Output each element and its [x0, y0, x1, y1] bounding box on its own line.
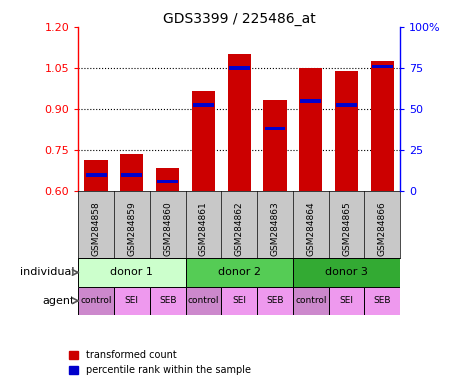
Bar [78, 286, 114, 315]
Bar [150, 286, 185, 315]
Bar [185, 286, 221, 315]
Bar [300, 99, 320, 103]
Bar [263, 99, 286, 192]
Bar [292, 258, 399, 286]
Legend: transformed count, percentile rank within the sample: transformed count, percentile rank withi… [65, 346, 254, 379]
Text: GSM284863: GSM284863 [270, 202, 279, 256]
Text: donor 3: donor 3 [325, 267, 367, 278]
Text: agent: agent [43, 296, 75, 306]
Text: GSM284858: GSM284858 [91, 202, 101, 256]
Text: SEI: SEI [232, 296, 246, 305]
Text: GSM284860: GSM284860 [163, 202, 172, 256]
Text: SEB: SEB [158, 296, 176, 305]
Bar [121, 173, 142, 177]
Bar [371, 65, 392, 68]
Bar [120, 154, 143, 192]
Bar [78, 258, 185, 286]
Text: individual: individual [21, 267, 75, 278]
Bar [84, 160, 107, 192]
Bar [328, 286, 364, 315]
Text: GSM284865: GSM284865 [341, 202, 350, 256]
Bar [157, 180, 178, 184]
Bar [298, 68, 322, 192]
Bar [156, 168, 179, 192]
Bar [264, 127, 285, 130]
Text: donor 2: donor 2 [217, 267, 260, 278]
Bar [334, 71, 358, 192]
Text: SEI: SEI [339, 296, 353, 305]
Bar [192, 103, 213, 107]
Bar [185, 258, 292, 286]
Text: SEB: SEB [266, 296, 283, 305]
Text: donor 1: donor 1 [110, 267, 153, 278]
Bar [336, 103, 356, 107]
Text: SEI: SEI [124, 296, 139, 305]
Bar [257, 286, 292, 315]
Text: GSM284862: GSM284862 [234, 202, 243, 256]
Bar [292, 286, 328, 315]
Bar [221, 286, 257, 315]
Text: GSM284859: GSM284859 [127, 202, 136, 256]
Text: control: control [187, 296, 218, 305]
Bar [191, 91, 215, 192]
Text: GSM284864: GSM284864 [306, 202, 314, 256]
Text: control: control [80, 296, 112, 305]
Bar [370, 61, 393, 192]
Bar [114, 286, 150, 315]
Bar [228, 66, 249, 70]
Text: GSM284861: GSM284861 [198, 202, 207, 256]
Text: SEB: SEB [373, 296, 390, 305]
Bar [85, 173, 106, 177]
Text: control: control [294, 296, 326, 305]
Title: GDS3399 / 225486_at: GDS3399 / 225486_at [162, 12, 315, 26]
Bar [364, 286, 399, 315]
Text: GSM284866: GSM284866 [377, 202, 386, 256]
Bar [227, 54, 250, 192]
